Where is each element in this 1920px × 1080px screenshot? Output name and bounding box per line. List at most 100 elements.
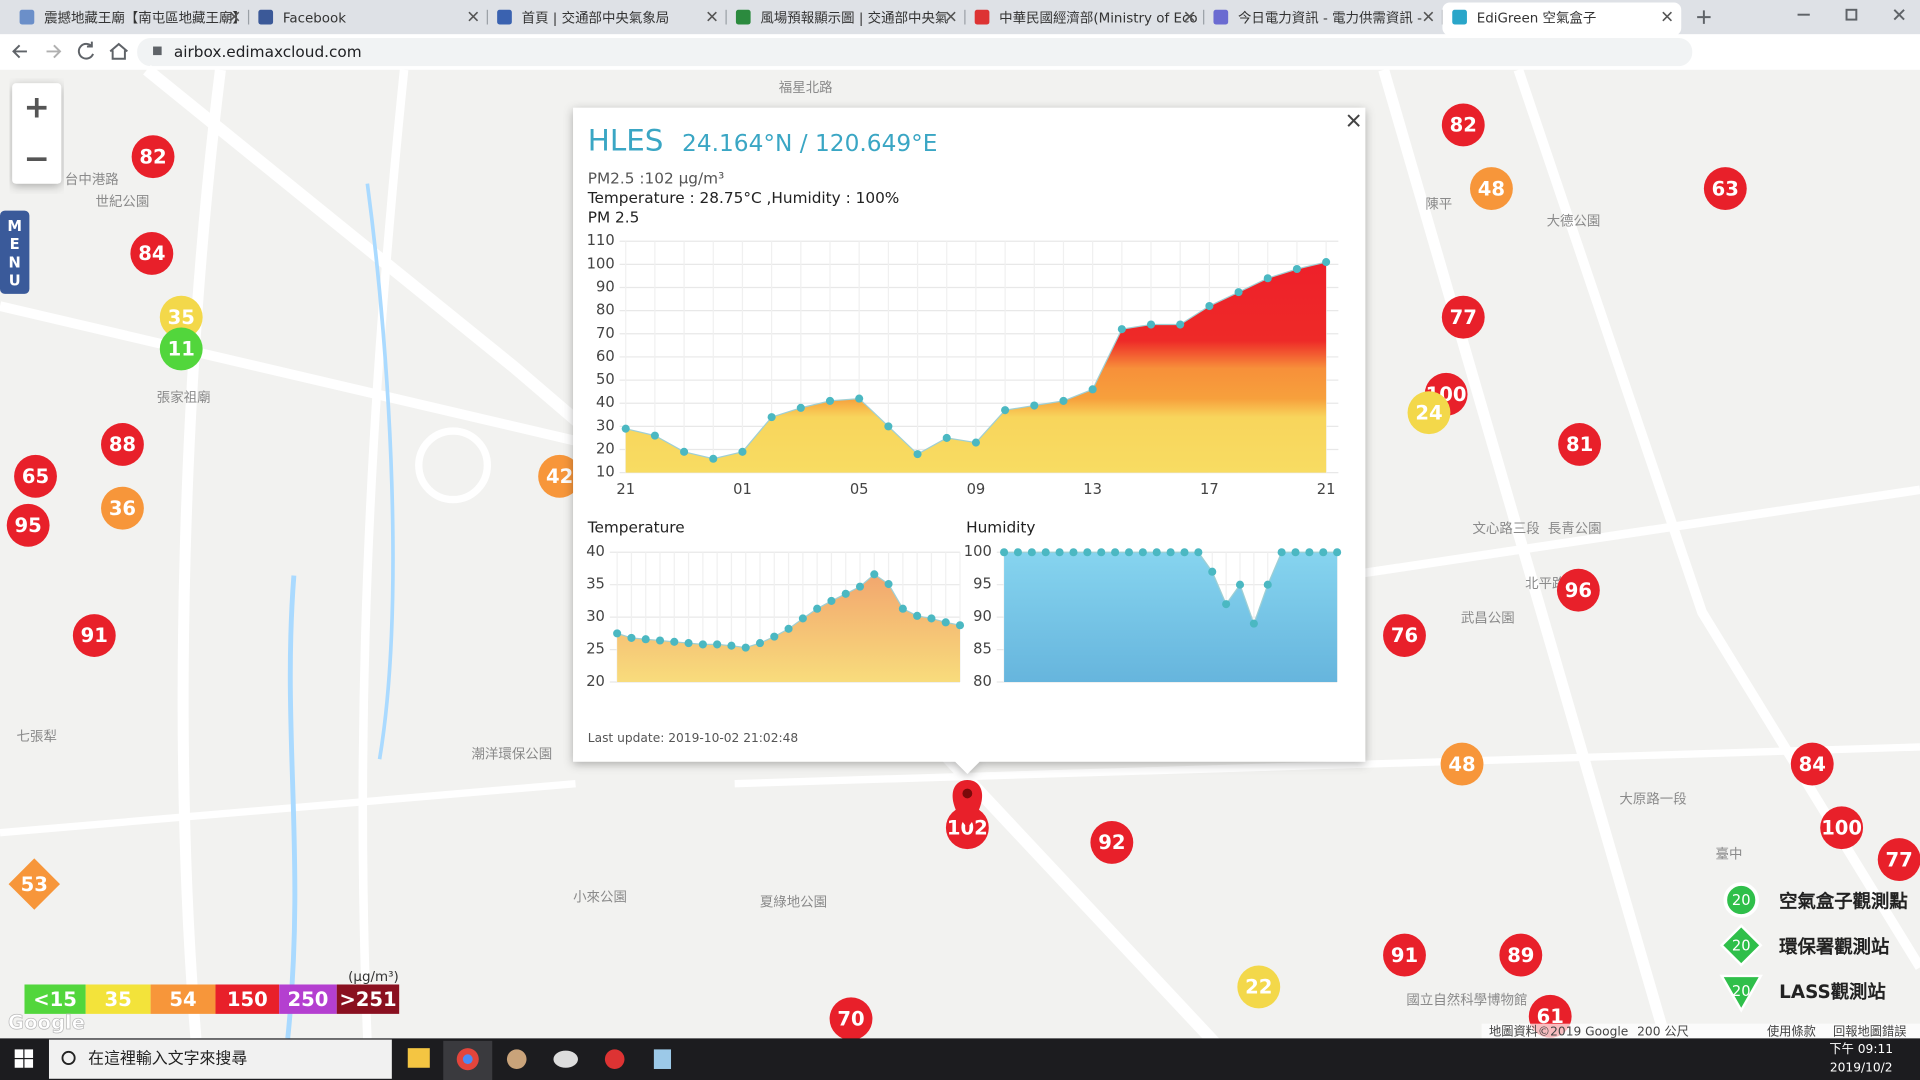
marker[interactable]: [1470, 167, 1513, 210]
address-bar[interactable]: [137, 37, 1693, 67]
marker[interactable]: [159, 295, 203, 339]
reload[interactable]: [77, 41, 94, 60]
marker[interactable]: [1090, 821, 1134, 864]
marker-value[interactable]: 91: [1391, 944, 1418, 967]
marker-value[interactable]: 48: [1478, 177, 1505, 200]
marker[interactable]: [829, 997, 873, 1041]
close-window[interactable]: [1893, 9, 1905, 21]
forward[interactable]: [46, 44, 62, 59]
marker-value[interactable]: 84: [1799, 753, 1826, 776]
point: [1069, 548, 1078, 557]
marker-value[interactable]: 77: [1886, 848, 1913, 871]
marker[interactable]: [1407, 391, 1451, 435]
marker-value[interactable]: 65: [22, 465, 49, 488]
point: [855, 394, 864, 403]
marker[interactable]: [6, 503, 50, 547]
popup-close[interactable]: [1347, 114, 1360, 127]
marker[interactable]: [1383, 933, 1426, 977]
marker[interactable]: [101, 486, 144, 530]
marker-value[interactable]: 42: [546, 465, 573, 488]
tab-title[interactable]: EdiGreen 空氣盒子: [1477, 9, 1597, 26]
marker-value[interactable]: 76: [1391, 624, 1418, 647]
tab-title[interactable]: 今日電力資訊 - 電力供需資訊 -: [1238, 10, 1422, 26]
tab-close[interactable]: [945, 11, 956, 22]
marker-value[interactable]: 100: [1821, 816, 1862, 839]
marker-value[interactable]: 22: [1245, 976, 1272, 999]
marker[interactable]: [1440, 742, 1484, 786]
marker-value[interactable]: 70: [837, 1008, 864, 1031]
home[interactable]: [109, 42, 128, 60]
marker-value[interactable]: 89: [1507, 944, 1534, 967]
marker[interactable]: [1499, 933, 1543, 977]
back[interactable]: [12, 44, 27, 59]
marker-value[interactable]: 91: [81, 624, 108, 647]
tab-close[interactable]: [707, 11, 717, 22]
marker[interactable]: [538, 454, 582, 498]
tab-close[interactable]: [1662, 11, 1672, 22]
marker[interactable]: [72, 614, 116, 657]
selected-pin[interactable]: [952, 780, 983, 828]
marker[interactable]: [1237, 965, 1281, 1009]
marker[interactable]: [131, 135, 175, 179]
marker-value[interactable]: 36: [109, 497, 136, 520]
marker-value[interactable]: 88: [109, 433, 136, 456]
marker-value[interactable]: 92: [1098, 831, 1125, 854]
marker-value[interactable]: 77: [1450, 306, 1477, 329]
marker[interactable]: [1558, 423, 1602, 466]
marker-value[interactable]: 102: [947, 816, 988, 839]
y-tick-label: 40: [596, 394, 615, 411]
url[interactable]: airbox.edimaxcloud.com: [174, 43, 362, 61]
marker[interactable]: [159, 327, 203, 371]
tab-close[interactable]: [1423, 11, 1434, 22]
menu-tab[interactable]: [0, 210, 30, 294]
marker[interactable]: [1383, 614, 1426, 657]
zoom-in[interactable]: [26, 97, 47, 118]
tab-close[interactable]: [1184, 11, 1195, 22]
marker[interactable]: [14, 454, 57, 498]
menu-label[interactable]: MENU: [6, 218, 23, 291]
marker[interactable]: [1703, 167, 1747, 210]
marker[interactable]: [1556, 568, 1600, 612]
marker[interactable]: [1441, 103, 1485, 147]
marker-value[interactable]: 96: [1565, 579, 1592, 602]
marker-value[interactable]: 84: [138, 242, 165, 265]
tab-close[interactable]: [229, 11, 240, 22]
marker-value[interactable]: 35: [168, 306, 195, 329]
attribution-text[interactable]: 使用條款: [1767, 1024, 1816, 1039]
y-tick-label: 60: [596, 348, 615, 365]
marker[interactable]: [101, 423, 144, 466]
marker-value[interactable]: 82: [139, 145, 166, 168]
marker-value[interactable]: 81: [1566, 433, 1593, 456]
tab-title[interactable]: 風場預報顯示圖 | 交通部中央氣: [760, 9, 948, 26]
marker[interactable]: [1441, 295, 1485, 339]
new-tab[interactable]: [1697, 10, 1711, 24]
marker-value[interactable]: 24: [1415, 401, 1442, 424]
marker-value[interactable]: 61: [1537, 1005, 1564, 1028]
tab-close[interactable]: [468, 11, 479, 22]
marker-value[interactable]: 11: [168, 338, 195, 361]
legend-unit: (μg/m³): [348, 970, 399, 985]
tab-title[interactable]: Facebook: [283, 11, 346, 26]
marker-value[interactable]: 63: [1712, 177, 1739, 200]
marker[interactable]: [1790, 742, 1834, 786]
marker[interactable]: [1877, 838, 1920, 882]
marker[interactable]: [130, 232, 174, 275]
marker-value[interactable]: 82: [1450, 114, 1477, 137]
marker-value[interactable]: 95: [15, 514, 42, 537]
station-badge: 20: [1732, 938, 1751, 955]
tab-title[interactable]: 震撼地藏王廟【南屯區地藏王廟】: [44, 9, 246, 26]
search-box[interactable]: [48, 1039, 392, 1079]
restore[interactable]: [1845, 8, 1858, 21]
tab-title[interactable]: 首頁 | 交通部中央氣象局: [522, 9, 670, 26]
attribution-text[interactable]: 回報地圖錯誤: [1833, 1024, 1906, 1039]
tab-active[interactable]: [1442, 2, 1682, 36]
tab-title[interactable]: 中華民國經濟部(Ministry of Eco: [999, 10, 1197, 26]
search-text[interactable]: 在這裡輸入文字來搜尋: [88, 1049, 247, 1068]
map-label: 大德公園: [1547, 214, 1601, 230]
marker-value[interactable]: 53: [21, 873, 48, 896]
marker-value[interactable]: 48: [1448, 753, 1475, 776]
marker[interactable]: [1820, 806, 1864, 850]
start-button[interactable]: [14, 1049, 34, 1068]
legend-label: <15: [33, 988, 77, 1011]
